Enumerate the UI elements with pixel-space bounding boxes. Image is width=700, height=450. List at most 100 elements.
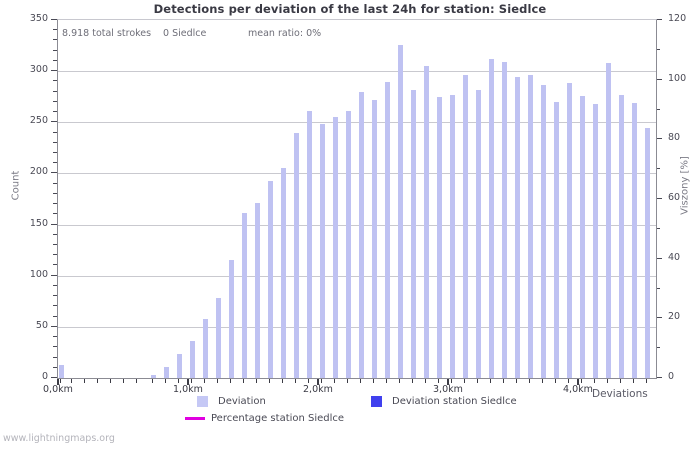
x-axis-tick — [542, 378, 543, 383]
y-axis-left-tick — [51, 274, 57, 276]
y-axis-left-tick — [51, 19, 57, 20]
plot-area — [57, 19, 657, 379]
annotation-total-strokes: 8.918 total strokes — [62, 28, 152, 39]
legend-row-2: Percentage station Siedlce — [0, 413, 700, 430]
y-axis-left-tick — [53, 346, 57, 348]
y-axis-left-tick-label: 300 — [29, 64, 48, 76]
x-axis-tick — [503, 378, 504, 383]
bar — [424, 66, 429, 378]
x-axis-tick — [633, 378, 634, 383]
x-axis-tick — [321, 378, 322, 383]
bar — [320, 124, 325, 378]
x-axis-tick — [97, 378, 98, 383]
x-axis-tick — [490, 378, 491, 383]
legend-swatch-deviation — [197, 396, 208, 407]
y-axis-left-tick-label: 200 — [29, 166, 48, 178]
y-axis-left-tick-label: 250 — [29, 115, 48, 127]
y-axis-right-tick — [656, 19, 662, 20]
bar — [268, 180, 273, 378]
x-axis-tick-label: 1,0km — [173, 384, 203, 395]
y-axis-left-tick — [53, 59, 57, 61]
y-axis-left-tick — [53, 90, 57, 92]
y-axis-left-tick — [53, 141, 57, 143]
bar — [242, 213, 247, 378]
x-axis-tick — [425, 378, 426, 383]
y-axis-right-tick-label: 100 — [668, 72, 687, 84]
x-axis-tick — [60, 378, 61, 383]
x-axis-tick — [71, 378, 72, 383]
bar — [216, 298, 221, 378]
bar — [294, 132, 299, 378]
y-axis-left-tick — [53, 233, 57, 235]
bar — [177, 354, 182, 378]
bar — [541, 85, 546, 378]
gridline — [58, 71, 656, 73]
y-axis-right-tick — [656, 347, 660, 349]
y-axis-left-tick — [53, 336, 57, 338]
x-axis-tick-label: 3,0km — [433, 384, 463, 395]
bar — [606, 62, 611, 378]
x-axis-tick — [178, 378, 179, 383]
y-axis-left-tick — [51, 377, 57, 378]
gridline — [58, 173, 656, 175]
y-axis-right-tick-label: 60 — [668, 192, 681, 203]
x-axis-tick — [529, 378, 530, 383]
y-axis-left-tick — [53, 29, 57, 31]
y-axis-right-tick — [656, 227, 660, 229]
footer-watermark: www.lightningmaps.org — [3, 433, 115, 444]
y-axis-left-tick-label: 50 — [35, 319, 48, 331]
bar — [450, 94, 455, 378]
legend-item-deviation-station[interactable]: Deviation station Siedlce — [371, 396, 517, 407]
bar — [554, 101, 559, 378]
bar — [580, 95, 585, 378]
y-axis-right-tick — [656, 287, 660, 289]
bar — [489, 58, 494, 378]
x-axis-tick-label: 4,0km — [563, 384, 593, 395]
legend-label-deviation-station: Deviation station Siedlce — [392, 396, 517, 407]
x-axis-tick — [152, 378, 153, 383]
legend-item-percentage-station[interactable]: Percentage station Siedlce — [185, 413, 345, 424]
x-axis-tick — [451, 378, 452, 383]
y-axis-right-tick — [656, 108, 660, 110]
bar — [593, 103, 598, 378]
x-axis-tick — [256, 378, 257, 383]
y-axis-title-left: Count — [10, 170, 22, 201]
x-axis-major-tick — [317, 378, 319, 385]
annotation-mean-ratio: mean ratio: 0% — [248, 28, 322, 39]
x-axis-tick — [110, 378, 111, 383]
x-axis-tick — [438, 378, 439, 383]
legend-row-1: Deviation Deviation station Siedlce — [0, 396, 700, 413]
bar — [190, 341, 195, 378]
y-axis-left-tick — [53, 162, 57, 164]
bar — [255, 203, 260, 378]
bar — [619, 94, 624, 378]
y-axis-left-tick — [53, 264, 57, 266]
y-axis-left-tick — [53, 254, 57, 256]
bar — [645, 128, 650, 378]
y-axis-right-tick — [656, 48, 660, 50]
bar — [385, 82, 390, 378]
legend-item-deviation[interactable]: Deviation — [197, 396, 266, 407]
bar — [463, 75, 468, 378]
y-axis-left-tick-label: 150 — [29, 217, 48, 229]
y-axis-left-tick — [53, 182, 57, 184]
y-axis-right-tick-label: 40 — [668, 251, 681, 263]
x-axis-tick — [191, 378, 192, 383]
y-axis-left-tick-label: 0 — [41, 371, 48, 382]
bar — [502, 61, 507, 378]
bar — [333, 117, 338, 378]
x-axis-tick — [308, 378, 309, 383]
x-axis-tick — [581, 378, 582, 383]
x-axis-tick — [412, 378, 413, 383]
bar — [411, 89, 416, 378]
bar — [164, 366, 169, 378]
legend-label-percentage-station: Percentage station Siedlce — [211, 413, 345, 424]
x-axis-tick — [136, 378, 137, 383]
x-axis-tick — [347, 378, 348, 383]
x-axis-tick — [620, 378, 621, 383]
y-axis-right-tick-label: 80 — [668, 132, 681, 144]
y-axis-title-right: Viszony [%] — [679, 156, 691, 215]
x-axis-major-tick — [187, 378, 189, 385]
y-axis-left-tick — [53, 111, 57, 113]
y-axis-left-tick — [53, 151, 57, 153]
